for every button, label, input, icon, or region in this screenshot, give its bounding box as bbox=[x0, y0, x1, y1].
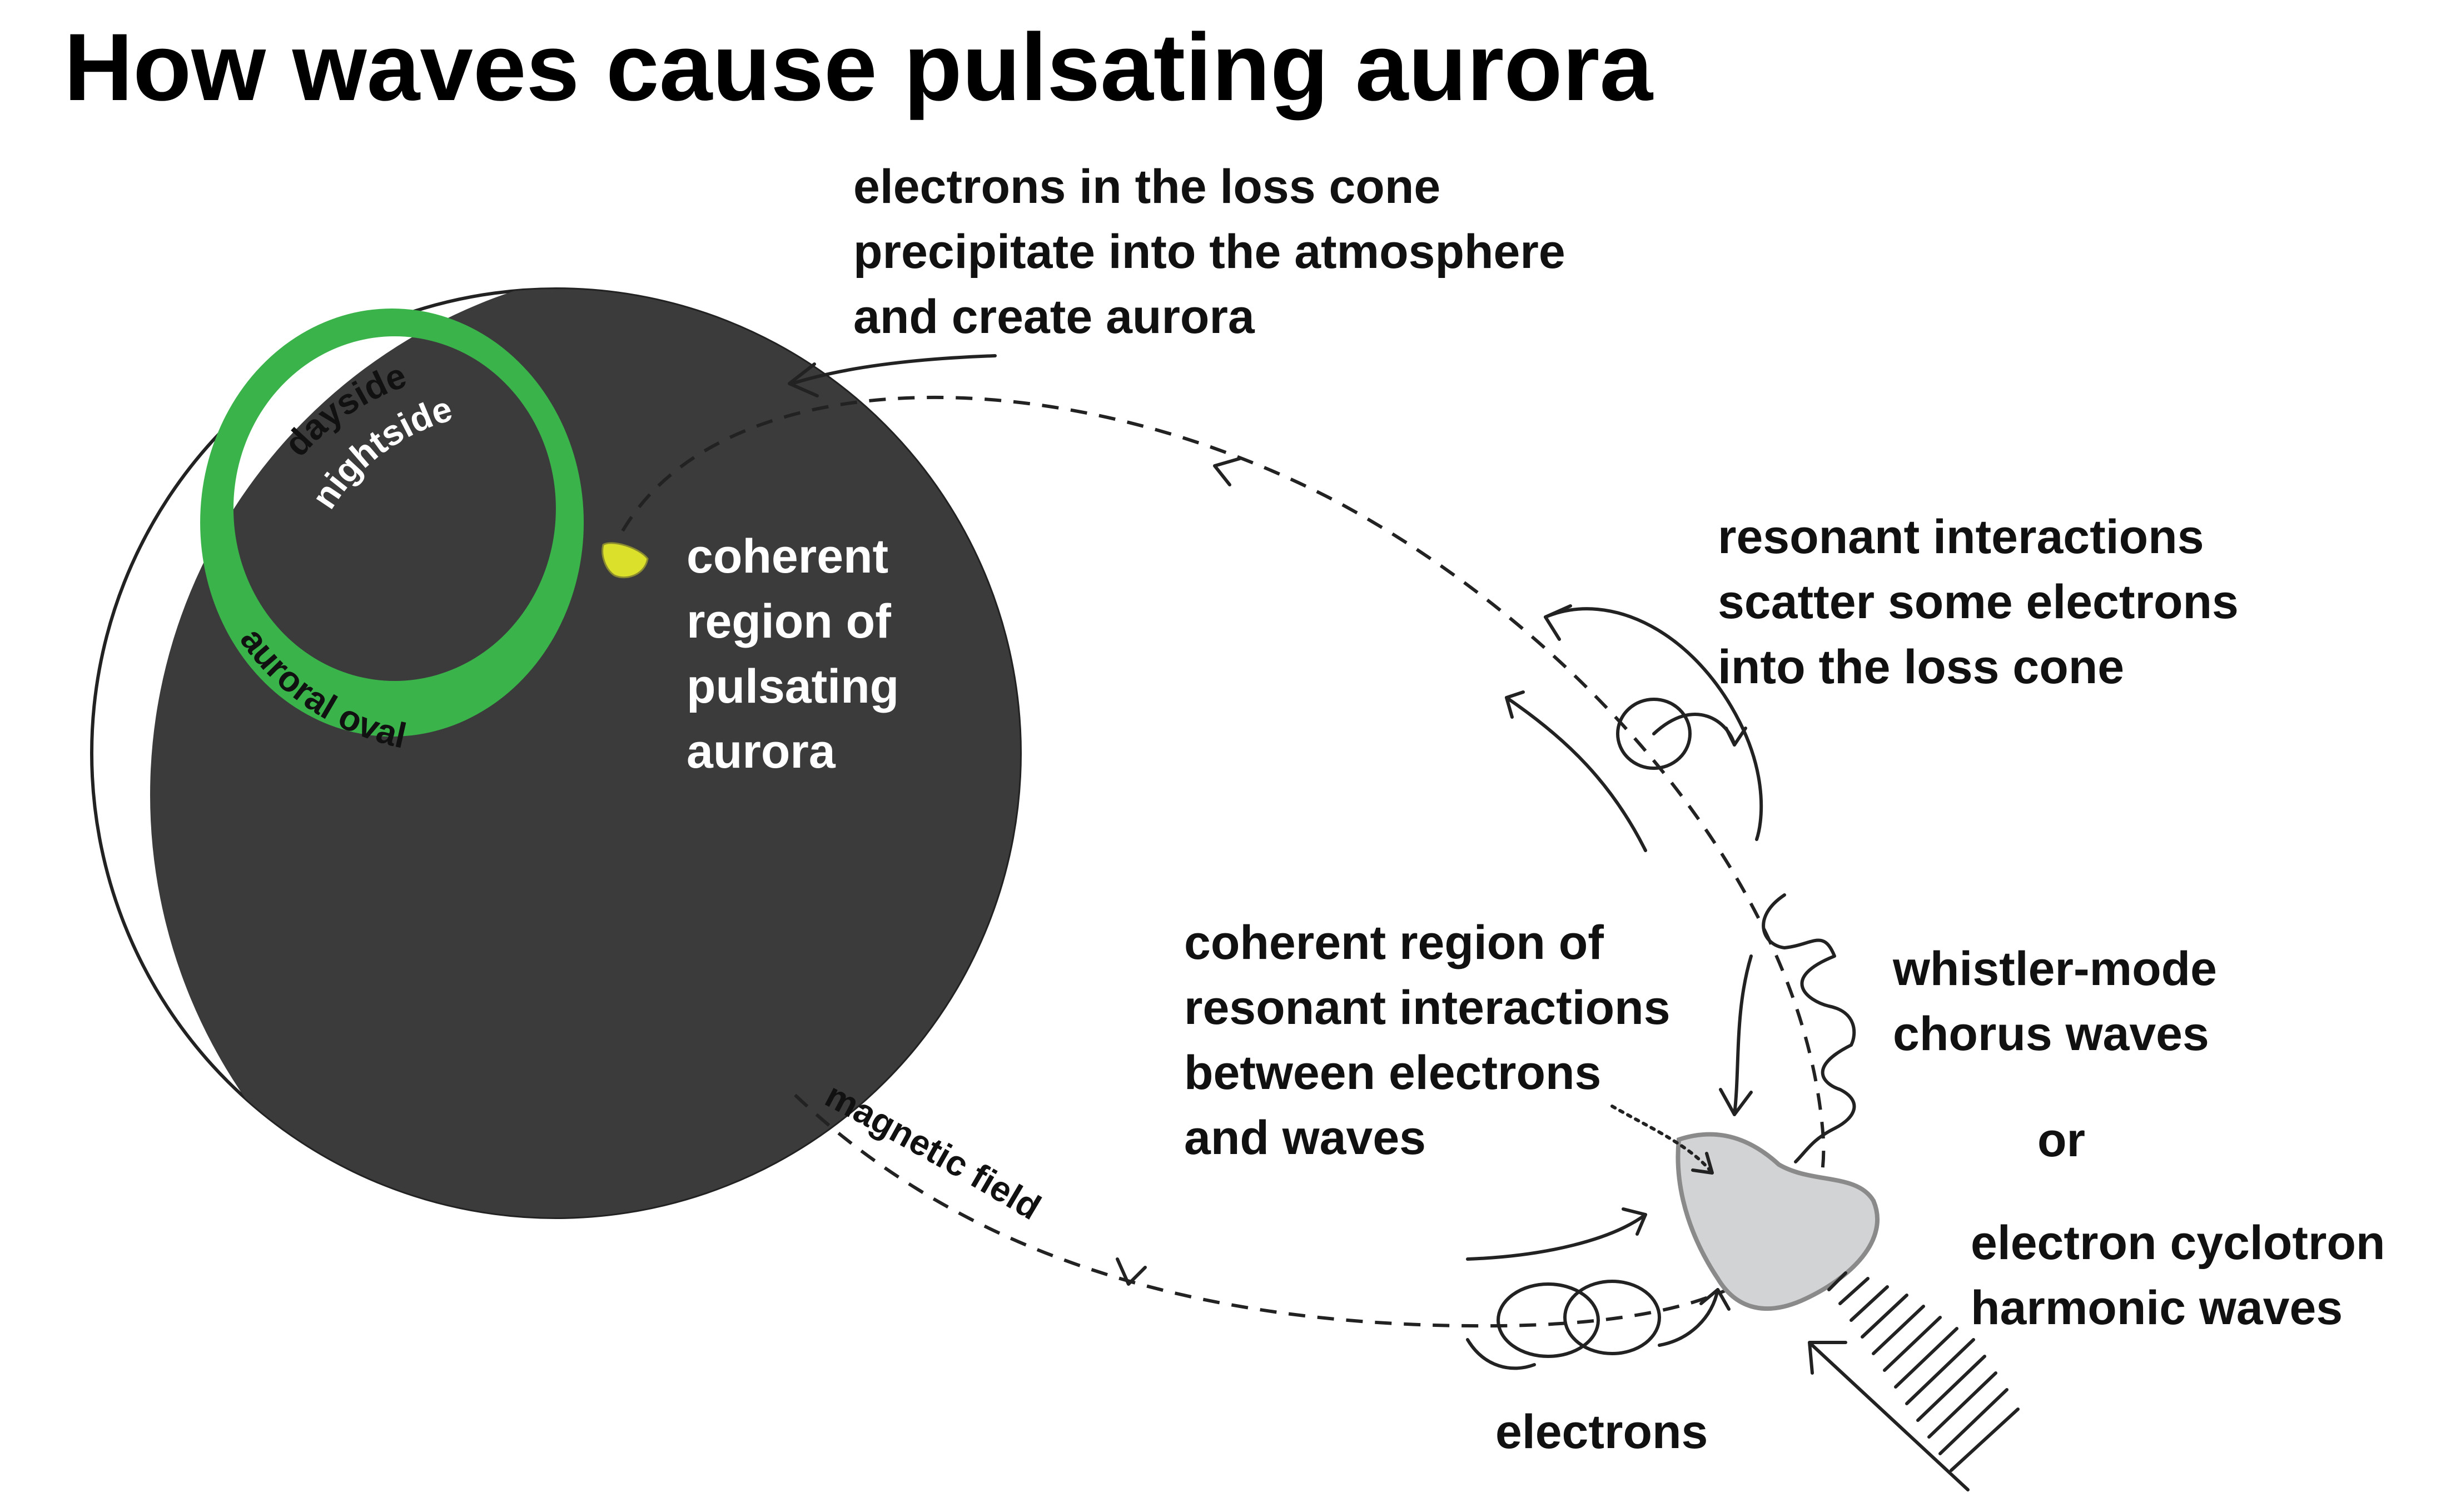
magnetic-field-line bbox=[621, 396, 1826, 1328]
coherent-region-label-3: between electrons bbox=[1184, 1046, 1601, 1100]
electrons-label: electrons bbox=[1495, 1405, 1708, 1459]
precipitate-label-1: electrons in the loss cone bbox=[853, 160, 1440, 213]
page-title: How waves cause pulsating aurora bbox=[64, 14, 1653, 121]
chorus-wave-packet-icon bbox=[1762, 893, 1856, 1163]
magnetic-field-label: magnetic field bbox=[819, 1075, 1047, 1228]
electron-gyration-loop-icon bbox=[1466, 1207, 1731, 1370]
wave-propagation-arrow-icon bbox=[1733, 954, 1753, 1116]
or-label: or bbox=[2037, 1113, 2085, 1167]
pulsating-aurora-label-4: aurora bbox=[687, 725, 836, 778]
coherent-region-label-1: coherent region of bbox=[1184, 916, 1604, 969]
ech-wave-hatch-icon bbox=[1827, 1271, 2020, 1472]
electron-scatter-loop-icon bbox=[1505, 604, 1763, 852]
coherent-region-pointer-head-icon bbox=[1691, 1152, 1714, 1175]
ech-label-2: harmonic waves bbox=[1971, 1281, 2343, 1335]
precipitate-label-3: and create aurora bbox=[853, 290, 1255, 344]
earth-globe: dayside nightside auroral oval bbox=[90, 287, 1022, 1219]
pulsating-aurora-label-1: coherent bbox=[687, 530, 888, 583]
interaction-region bbox=[1676, 1132, 1880, 1311]
precipitate-label-2: precipitate into the atmosphere bbox=[853, 225, 1565, 278]
ech-label-1: electron cyclotron bbox=[1971, 1216, 2385, 1270]
pulsating-aurora-label-3: pulsating bbox=[687, 660, 899, 713]
whistler-label-2: chorus waves bbox=[1893, 1007, 2209, 1061]
coherent-region-label-4: and waves bbox=[1184, 1111, 1426, 1165]
scatter-label-2: scatter some electrons bbox=[1718, 575, 2239, 629]
wave-propagation-arrowhead-icon bbox=[1719, 1088, 1753, 1116]
pulsating-aurora-label-2: region of bbox=[687, 595, 891, 648]
field-arrow-lower-icon bbox=[1116, 1257, 1147, 1286]
precipitation-arrowhead-icon bbox=[788, 362, 819, 397]
whistler-label-1: whistler-mode bbox=[1892, 942, 2217, 996]
coherent-region-pointer-icon bbox=[1610, 1105, 1714, 1175]
pulsating-aurora-patch bbox=[601, 542, 649, 579]
scatter-label-3: into the loss cone bbox=[1718, 640, 2124, 694]
precipitation-arrow-icon bbox=[791, 354, 997, 385]
coherent-region-label-2: resonant interactions bbox=[1184, 981, 1671, 1034]
ech-wave-arrow-icon bbox=[1811, 1344, 1970, 1491]
ech-wave-arrowhead-icon bbox=[1808, 1341, 1847, 1375]
field-arrow-upper-icon bbox=[1213, 457, 1241, 486]
scatter-label-1: resonant interactions bbox=[1718, 510, 2204, 564]
